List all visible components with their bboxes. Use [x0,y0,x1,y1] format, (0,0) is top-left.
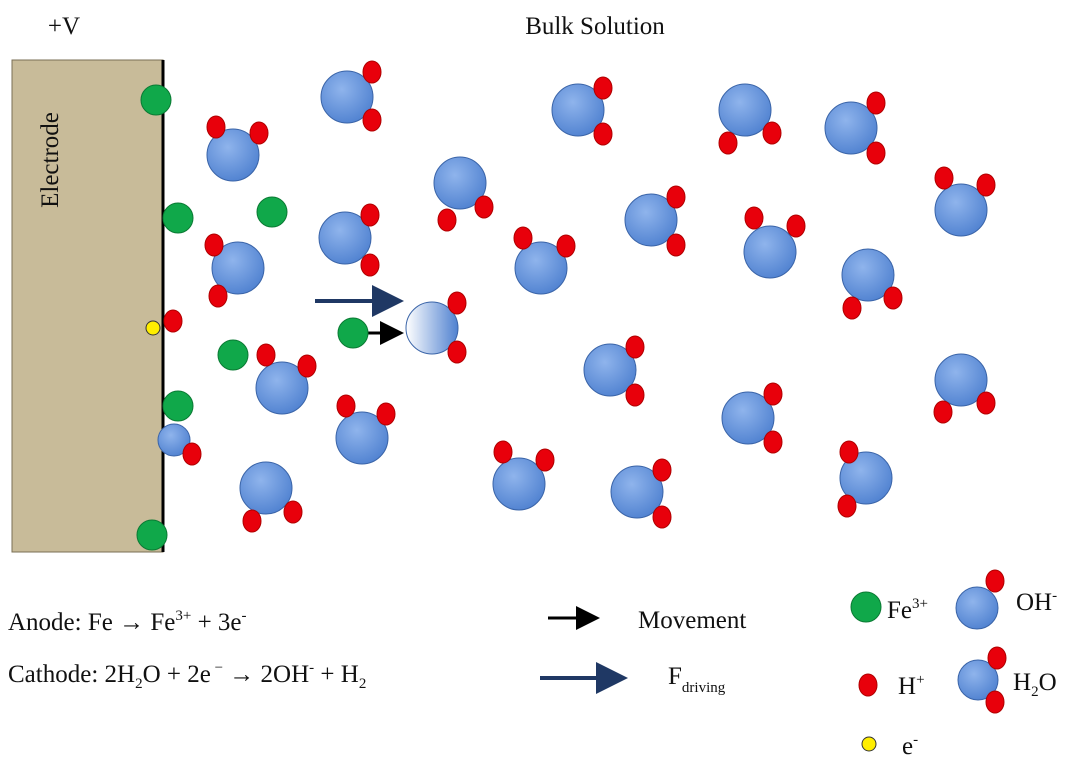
hydrogen [867,142,885,164]
hydrogen [475,196,493,218]
hydrogen [363,61,381,83]
iron-ion [338,318,368,348]
legend-electron: e- [902,732,918,760]
legend-water: H2O [1013,669,1057,700]
hydrogen [977,392,995,414]
hydrogen [536,449,554,471]
hydrogen [209,285,227,307]
hydrogen [787,215,805,237]
hydrogen [361,204,379,226]
hydrogen [250,122,268,144]
iron-ion [141,85,171,115]
iron-ion [163,391,193,421]
hydrogen [514,227,532,249]
hydrogen [448,341,466,363]
legend-hydroxide: OH- [1016,588,1057,616]
hydrogen [298,355,316,377]
hydrogen [377,403,395,425]
hydrogen [626,384,644,406]
hydrogen [719,132,737,154]
oxygen [240,462,292,514]
hydrogen [243,510,261,532]
hydrogen [934,401,952,423]
hydrogen [594,123,612,145]
legend-movement: Movement [638,607,746,634]
hydrogen [438,209,456,231]
hydrogen [986,691,1004,713]
legend-force: Fdriving [668,663,726,696]
hydrogen [838,495,856,517]
iron-ion [163,203,193,233]
hydrogen [764,431,782,453]
hydrogen [763,122,781,144]
hydrogen [988,647,1006,669]
iron-ion [137,520,167,550]
legend-iron: Fe3+ [887,596,928,624]
hydrogen [840,441,858,463]
hydrogen [257,344,275,366]
hydrogen [977,174,995,196]
cathode-equation: Cathode: 2H2O + 2e − → 2OH- + H2 [8,660,366,692]
hydrogen [667,186,685,208]
hydrogen [843,297,861,319]
hydrogen [884,287,902,309]
hydrogen [867,92,885,114]
hydrogen [764,383,782,405]
electron [146,321,160,335]
hydrogen [667,234,685,256]
electron [862,737,876,751]
diagram: +V Bulk Solution Electrode Anode: Fe → F… [0,0,1078,761]
oxygen [719,84,771,136]
hydrogen [986,570,1004,592]
hydrogen [361,254,379,276]
bulk-label: Bulk Solution [525,13,665,40]
hydrogen [557,235,575,257]
hydrogen [653,459,671,481]
iron-ion [218,340,248,370]
hydrogen [859,674,877,696]
oxygen [744,226,796,278]
electrode-label: Electrode [37,112,64,208]
hydrogen [205,234,223,256]
hydrogen [653,506,671,528]
hydrogen [207,116,225,138]
iron-ion [257,197,287,227]
hydrogen [337,395,355,417]
hydrogen [935,167,953,189]
hydrogen [494,441,512,463]
hydrogen [183,443,201,465]
iron-ion [851,592,881,622]
hydrogen [164,310,182,332]
electrode [12,60,163,552]
hydrogen [284,501,302,523]
hydrogen [745,207,763,229]
hydrogen [626,336,644,358]
anode-equation: Anode: Fe → Fe3+ + 3e- [8,608,247,636]
legend-proton: H+ [898,672,925,700]
oxygen [956,587,998,629]
voltage-label: +V [48,13,80,40]
hydrogen [363,109,381,131]
hydrogen [448,292,466,314]
hydrogen [594,77,612,99]
